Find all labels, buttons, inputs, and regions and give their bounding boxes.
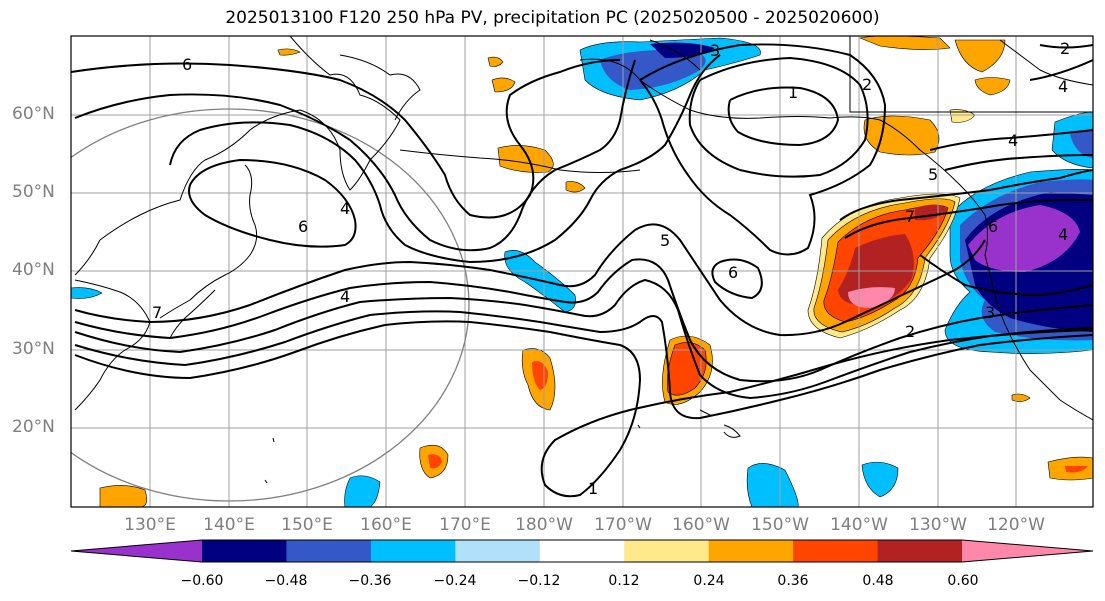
lon-label: 160°E (360, 515, 412, 535)
colorbar-swatch (793, 540, 879, 562)
lon-label: 140°E (203, 515, 255, 535)
lon-label: 150°E (281, 515, 333, 535)
contour-label: 5 (660, 231, 670, 250)
contour-label: 4 (340, 199, 350, 218)
colorbar-tick-label: −0.36 (348, 573, 392, 589)
lon-label: 180°W (515, 515, 573, 535)
lon-label: 170°E (439, 515, 491, 535)
colorbar-tick-label: −0.12 (517, 573, 561, 589)
colorbar-tick-label: 0.60 (947, 573, 979, 589)
colorbar (70, 539, 1094, 563)
contour-label: 4 (340, 287, 350, 306)
contour-label: 7 (152, 303, 162, 322)
colorbar-swatch (539, 540, 625, 562)
map-title: 2025013100 F120 250 hPa PV, precipitatio… (225, 8, 880, 28)
lat-label: 60°N (12, 104, 55, 124)
contour-label: 5 (928, 165, 938, 184)
lon-label: 170°W (594, 515, 652, 535)
map-frame (70, 35, 1094, 508)
colorbar-tick-label: −0.48 (264, 573, 308, 589)
contour-label: 6 (298, 217, 308, 236)
contour-label: 6 (182, 55, 192, 74)
colorbar-tick-label: −0.60 (180, 573, 224, 589)
colorbar-swatch (286, 540, 372, 562)
colorbar-swatch (202, 540, 287, 562)
contour-label: 6 (988, 217, 998, 236)
contour-label: 2 (1060, 39, 1070, 58)
contour-label: 4 (1058, 225, 1068, 244)
contour-label: 3 (710, 41, 720, 60)
contour-label: 2 (862, 75, 872, 94)
contour-label: 1 (788, 83, 798, 102)
contour-label: 1 (588, 479, 598, 498)
colorbar-tick-label: −0.24 (433, 573, 477, 589)
contour-label: 2 (905, 322, 915, 341)
colorbar-swatch (370, 540, 456, 562)
region-box (849, 36, 1093, 113)
lon-label: 120°W (987, 515, 1045, 535)
colorbar-swatch (624, 540, 710, 562)
colorbar-outline (70, 539, 1094, 563)
pv-contours (71, 43, 1093, 498)
lon-label: 140°W (830, 515, 888, 535)
contour-label: 7 (905, 207, 915, 226)
lon-label: 130°E (124, 515, 176, 535)
colorbar-tick-label: 0.36 (777, 573, 809, 589)
colorbar-tick-label: 0.12 (608, 573, 640, 589)
lon-label: 130°W (909, 515, 967, 535)
region-circle (71, 108, 470, 502)
contour-label: 4 (1058, 77, 1068, 96)
colorbar-tick-label: 0.48 (862, 573, 894, 589)
colorbar-extension-high (962, 540, 1093, 562)
lon-label: 160°W (672, 515, 730, 535)
map-area: 6 1 2 4 7 6 4 4 6 5 6 5 3 4 4 2 3 2 1 7 (71, 36, 1093, 507)
colorbar-swatch (877, 540, 963, 562)
lon-label: 150°W (751, 515, 809, 535)
colorbar-swatch (455, 540, 541, 562)
contour-label: 6 (728, 263, 738, 282)
contour-labels: 6 1 2 4 7 6 4 4 6 5 6 5 3 4 4 2 3 2 1 7 (152, 39, 1070, 498)
lat-label: 50°N (12, 182, 55, 202)
lat-label: 20°N (12, 417, 55, 437)
contour-label: 4 (1008, 131, 1018, 150)
lat-label: 40°N (12, 260, 55, 280)
colorbar-swatch (708, 540, 794, 562)
contour-label: 3 (985, 303, 995, 322)
colorbar-extension-low (71, 540, 202, 562)
colorbar-tick-label: 0.24 (693, 573, 725, 589)
lat-label: 30°N (12, 339, 55, 359)
